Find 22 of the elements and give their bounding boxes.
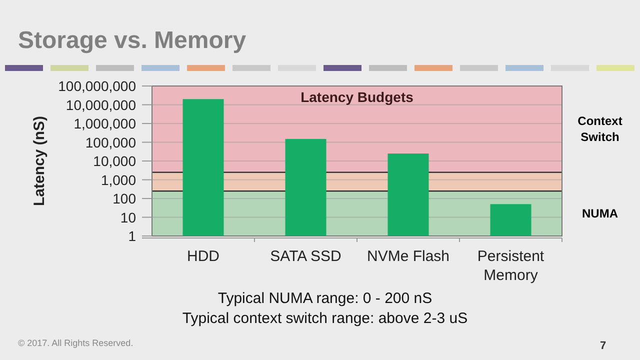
y-tick-label: 1,000 xyxy=(100,172,136,188)
y-tick-label: 1,000,000 xyxy=(74,116,136,132)
x-tick-label: SATA SSD xyxy=(270,248,342,265)
y-tick-label: 10,000 xyxy=(93,153,136,169)
y-tick-label: 100 xyxy=(112,190,136,206)
text: Typical context switch range: above 2-3 uS xyxy=(182,310,468,327)
chart-subtitle: Latency Budgets xyxy=(300,89,414,105)
y-tick-label: 10 xyxy=(120,209,136,226)
chart-title: Storage vs. Memory xyxy=(18,27,247,54)
x-tick-label: HDD xyxy=(187,248,220,265)
x-tick-label: Persistent Memory xyxy=(477,248,545,284)
y-tick-label: 10,000,000 xyxy=(66,96,136,113)
y-tick-label: 100,000 xyxy=(85,134,136,150)
band-label: Context Switch xyxy=(578,114,622,144)
x-tick-label: NVMe Flash xyxy=(366,248,450,265)
text: Typical NUMA range: 0 - 200 nS xyxy=(218,290,432,307)
text: © 2017. All Rights Reserved. xyxy=(18,338,134,348)
text: 7 xyxy=(600,340,606,352)
y-tick-label: 100,000,000 xyxy=(58,78,136,94)
band-label: NUMA xyxy=(582,206,618,221)
y-axis-title: Latency (nS) xyxy=(31,116,48,206)
y-tick-label: 1 xyxy=(128,228,136,244)
